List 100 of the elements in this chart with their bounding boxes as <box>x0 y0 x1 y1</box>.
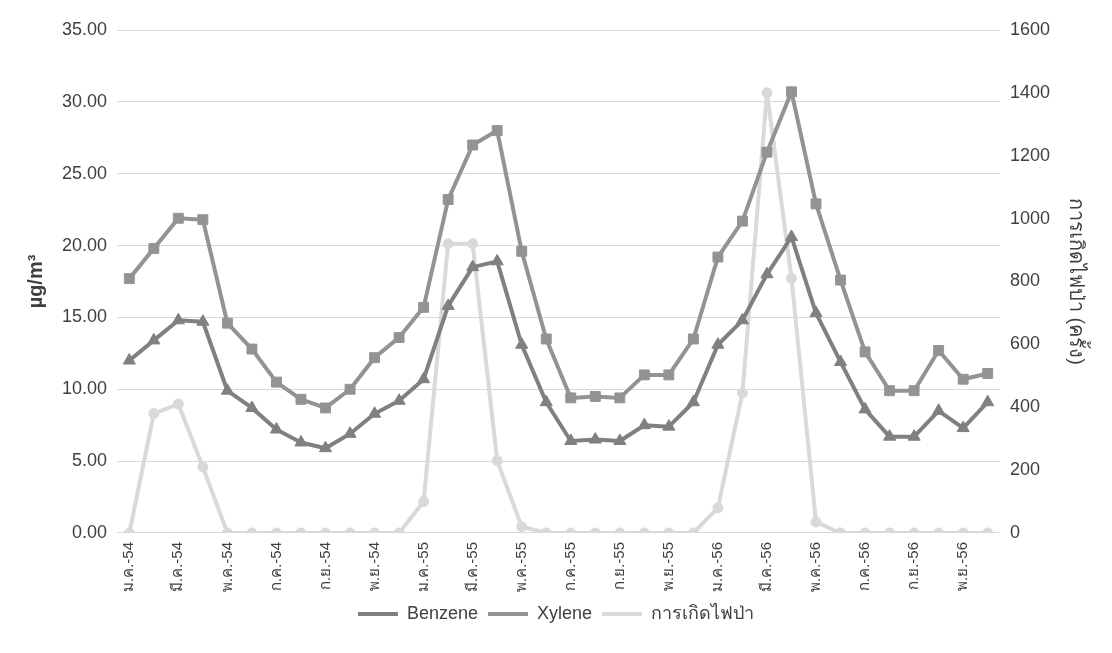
y2-tick-label: 1000 <box>1009 207 1050 228</box>
x-tick-label: ม.ค.-54 <box>119 541 137 592</box>
y2-tick-label: 1400 <box>1009 81 1050 102</box>
point <box>662 419 676 431</box>
y2-tick-label: 1600 <box>1009 18 1050 39</box>
point <box>147 332 161 345</box>
point <box>442 238 454 250</box>
point <box>246 343 258 355</box>
point <box>368 406 382 418</box>
point <box>884 385 896 397</box>
point <box>318 440 333 453</box>
point <box>564 433 578 446</box>
legend-label: Xylene <box>537 602 593 623</box>
y2-tick-label: 800 <box>1009 270 1040 291</box>
point <box>957 373 969 385</box>
point <box>833 354 848 366</box>
point <box>784 229 799 241</box>
point <box>171 312 185 325</box>
point <box>786 86 797 98</box>
y-tick-label: 25.00 <box>62 162 108 183</box>
point <box>467 238 479 250</box>
y-tick-label: 20.00 <box>62 234 108 255</box>
x-tick-label: พ.ค.-55 <box>511 541 529 592</box>
x-tick-label: พ.ค.-54 <box>217 541 235 592</box>
y-tick-label: 30.00 <box>62 90 108 111</box>
y2-tick-label: 1200 <box>1009 144 1050 165</box>
point <box>197 214 209 226</box>
point <box>172 398 184 410</box>
point <box>369 352 381 364</box>
point <box>712 251 724 263</box>
point <box>221 317 233 329</box>
point <box>295 393 307 405</box>
point <box>515 337 529 349</box>
point <box>565 392 577 404</box>
legend-label: Benzene <box>406 602 479 623</box>
point <box>220 383 234 395</box>
point <box>835 274 846 286</box>
point <box>441 298 455 310</box>
x-tick-label: ก.ค.-56 <box>855 541 873 591</box>
point <box>711 337 725 349</box>
y-tick-label: 10.00 <box>62 378 108 399</box>
point <box>908 385 920 397</box>
point <box>760 266 774 279</box>
point <box>809 305 823 318</box>
point <box>196 314 210 326</box>
x-tick-label: พ.ค.-56 <box>806 541 824 592</box>
point <box>343 426 357 438</box>
point <box>883 429 897 441</box>
point <box>761 146 773 158</box>
point <box>638 369 650 381</box>
point <box>245 400 259 412</box>
point <box>148 242 160 254</box>
x-tick-label: ม.ค.-55 <box>413 541 431 592</box>
x-tick-label: พ.ย.-54 <box>364 541 382 591</box>
point <box>613 433 627 446</box>
y2-axis-title: การเกิดไฟป่า (ครั้ง) <box>1066 198 1092 365</box>
point <box>637 417 651 430</box>
point <box>271 376 282 388</box>
point <box>785 272 797 284</box>
y-axis-title: µg/m³ <box>23 254 46 309</box>
point <box>956 420 970 433</box>
point <box>810 198 822 210</box>
x-tick-label: ม.ค.-56 <box>708 541 726 592</box>
x-tick-label: มี.ค.-56 <box>757 541 775 592</box>
point <box>588 432 602 444</box>
point <box>417 371 431 384</box>
point <box>418 301 430 313</box>
point <box>344 383 356 395</box>
point <box>490 253 504 266</box>
point <box>614 392 626 404</box>
point <box>982 368 994 379</box>
point <box>859 346 871 358</box>
x-tick-label: พ.ย.-55 <box>659 541 677 591</box>
x-tick-label: พ.ย.-56 <box>953 541 971 591</box>
legend-label: การเกิดไฟป่า <box>651 601 755 623</box>
y2-tick-label: 600 <box>1009 333 1040 354</box>
x-tick-label: มี.ค.-54 <box>168 541 186 592</box>
y-tick-label: 0.00 <box>72 521 108 542</box>
x-tick-label: มี.ค.-55 <box>462 541 480 592</box>
point <box>907 429 921 441</box>
point <box>466 259 480 272</box>
point <box>172 212 184 224</box>
point <box>392 393 406 405</box>
x-tick-label: ก.ย.-56 <box>904 541 922 590</box>
point <box>516 245 528 257</box>
point <box>294 434 308 447</box>
point <box>467 139 479 151</box>
y-tick-label: 35.00 <box>62 18 108 39</box>
point <box>491 125 503 137</box>
point <box>736 215 748 227</box>
point <box>735 312 749 325</box>
x-tick-label: ก.ค.-54 <box>266 541 284 591</box>
point <box>858 401 872 414</box>
point <box>123 273 135 285</box>
point <box>442 194 454 206</box>
point <box>393 332 405 343</box>
x-tick-label: ก.ค.-55 <box>560 541 578 591</box>
x-tick-label: ก.ย.-55 <box>609 541 627 590</box>
point <box>539 394 553 407</box>
point <box>932 403 946 415</box>
